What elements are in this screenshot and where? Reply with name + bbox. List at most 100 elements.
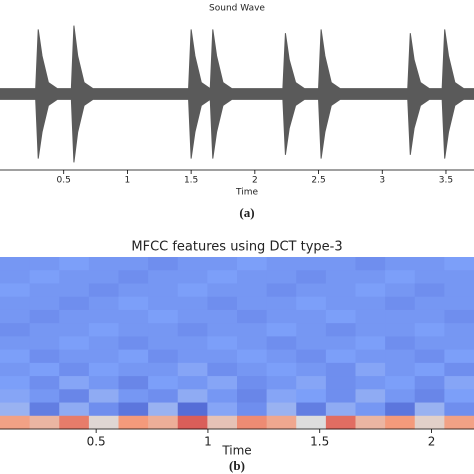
heat-cell	[444, 270, 474, 284]
heat-cell	[148, 296, 179, 311]
heat-cell	[0, 270, 31, 284]
heat-cell	[148, 349, 179, 364]
heat-cell	[88, 376, 119, 390]
heat-cell	[325, 362, 356, 377]
heat-cell	[296, 283, 327, 298]
heat-cell	[444, 323, 474, 337]
x-tick-label: 2.5	[311, 176, 325, 186]
heat-cell	[296, 376, 327, 390]
heat-cell	[59, 415, 90, 430]
heat-cell	[325, 257, 356, 271]
heat-cell	[355, 336, 386, 351]
heat-cell	[177, 323, 208, 337]
heat-cell	[444, 402, 474, 417]
heat-cell	[29, 402, 60, 417]
heat-cell	[0, 402, 31, 417]
heat-cell	[0, 296, 31, 311]
heat-cell	[29, 415, 60, 430]
heat-cell	[59, 349, 90, 364]
heat-cell	[414, 349, 445, 364]
heat-cell	[355, 270, 386, 284]
heat-cell	[266, 336, 297, 351]
heat-cell	[237, 362, 268, 377]
heat-cell	[237, 309, 268, 324]
heat-cell	[148, 376, 179, 390]
heat-cell	[0, 376, 31, 390]
heat-cell	[177, 402, 208, 417]
heat-cell	[414, 389, 445, 404]
heat-cell	[88, 415, 119, 430]
heat-cell	[325, 402, 356, 417]
heat-cell	[266, 270, 297, 284]
heat-cell	[177, 296, 208, 311]
heat-cell	[266, 349, 297, 364]
heat-cell	[29, 376, 60, 390]
heat-cell	[59, 257, 90, 271]
x-tick-label: 3.5	[439, 176, 453, 186]
heat-cell	[266, 376, 297, 390]
heat-cell	[59, 270, 90, 284]
heat-cell	[325, 376, 356, 390]
heat-cell	[148, 362, 179, 377]
heat-cell	[207, 283, 238, 298]
heat-cell	[59, 309, 90, 324]
heat-cell	[296, 296, 327, 311]
heat-cell	[177, 309, 208, 324]
heat-cell	[29, 309, 60, 324]
heat-cell	[118, 270, 149, 284]
heat-cell	[207, 376, 238, 390]
wave-upper	[0, 25, 474, 95]
x-tick-label: 1.5	[310, 435, 329, 449]
heat-cell	[29, 349, 60, 364]
heat-cell	[118, 389, 149, 404]
heat-cell	[29, 257, 60, 271]
heat-cell	[414, 402, 445, 417]
heat-cell	[325, 415, 356, 430]
x-axis-label: Time	[221, 444, 251, 458]
x-tick-label: 1	[125, 176, 131, 186]
heat-cell	[59, 362, 90, 377]
heat-cell	[266, 283, 297, 298]
heat-cell	[88, 296, 119, 311]
heat-cell	[444, 296, 474, 311]
heat-cell	[325, 283, 356, 298]
heat-cell	[414, 257, 445, 271]
heat-cell	[207, 309, 238, 324]
chart-title: Sound Wave	[209, 4, 265, 14]
heat-cell	[207, 402, 238, 417]
heat-cell	[325, 336, 356, 351]
heat-cell	[444, 309, 474, 324]
heat-cell	[266, 415, 297, 430]
heat-cell	[177, 349, 208, 364]
heat-cell	[325, 270, 356, 284]
heat-cell	[355, 376, 386, 390]
heat-cell	[444, 389, 474, 404]
heat-cell	[444, 376, 474, 390]
heat-cell	[237, 270, 268, 284]
heat-cell	[385, 376, 416, 390]
heat-cell	[355, 309, 386, 324]
heat-cell	[237, 257, 268, 271]
heat-cell	[118, 323, 149, 337]
heat-cell	[296, 309, 327, 324]
heat-cell	[355, 296, 386, 311]
heat-cell	[296, 349, 327, 364]
heat-cell	[88, 336, 119, 351]
heat-cell	[148, 415, 179, 430]
heat-cell	[237, 349, 268, 364]
heat-cell	[385, 323, 416, 337]
heat-cell	[237, 283, 268, 298]
heat-cell	[266, 309, 297, 324]
heat-cell	[148, 270, 179, 284]
heat-cell	[118, 309, 149, 324]
x-tick-label: 2	[428, 435, 436, 449]
heat-cell	[385, 415, 416, 430]
heat-cell	[118, 257, 149, 271]
heat-cell	[0, 323, 31, 337]
x-tick-label: 0.5	[87, 435, 106, 449]
heat-cell	[266, 296, 297, 311]
heat-cell	[88, 323, 119, 337]
heat-cell	[118, 296, 149, 311]
heat-cell	[177, 283, 208, 298]
heat-cell	[177, 362, 208, 377]
